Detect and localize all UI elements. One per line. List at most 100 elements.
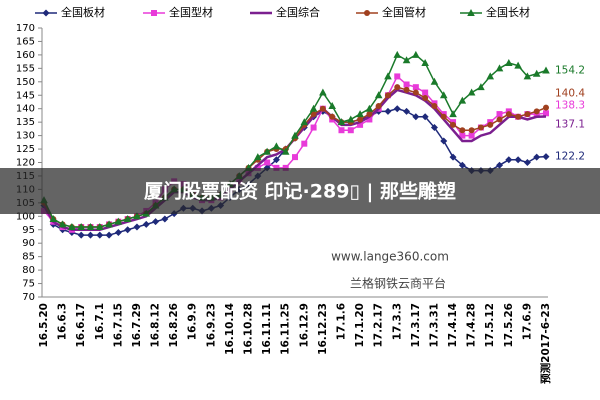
point-marker — [394, 73, 401, 80]
x-tick-label: 16.6.17 — [75, 303, 87, 348]
end-value-label: 140.4 — [555, 88, 585, 100]
watermark: 兰格钢铁云商平台 — [350, 276, 446, 291]
point-marker — [319, 105, 326, 112]
y-tick-label: 125 — [16, 144, 35, 155]
y-tick-label: 165 — [16, 36, 35, 47]
point-marker — [86, 223, 95, 231]
point-marker — [495, 64, 504, 72]
y-tick-label: 80 — [22, 265, 35, 276]
point-marker — [505, 156, 513, 164]
point-marker — [477, 83, 485, 91]
point-marker — [384, 92, 391, 99]
point-marker — [430, 77, 439, 85]
point-marker — [366, 111, 373, 118]
point-marker — [440, 137, 448, 145]
x-tick-label: 17.1.6 — [335, 303, 347, 340]
point-marker — [365, 104, 374, 112]
point-marker — [68, 223, 76, 231]
point-marker — [254, 164, 261, 171]
watermark: www.lange360.com — [331, 250, 449, 264]
x-tick-label: 16.11.25 — [280, 303, 292, 355]
point-marker — [543, 110, 549, 117]
point-marker — [533, 153, 541, 161]
y-tick-label: 150 — [16, 77, 35, 88]
point-marker — [467, 88, 476, 96]
point-marker — [496, 116, 503, 123]
x-tick-label: 预测2017-6-23 — [539, 303, 552, 384]
point-marker — [133, 212, 141, 220]
x-tick-label: 17.4.28 — [466, 303, 478, 348]
point-marker — [346, 115, 355, 123]
point-marker — [366, 116, 373, 123]
point-marker — [309, 104, 318, 112]
point-marker — [152, 218, 160, 226]
point-marker — [337, 118, 346, 126]
point-marker — [505, 111, 512, 118]
y-tick-label: 145 — [16, 90, 35, 101]
point-marker — [384, 72, 392, 80]
point-marker — [49, 214, 58, 222]
point-marker — [468, 127, 475, 134]
banner: 厦门股票配资 印记·289▯ | 那些雕塑 — [144, 180, 456, 203]
banner-background — [0, 168, 600, 214]
point-marker — [486, 72, 495, 80]
legend-marker — [364, 10, 370, 16]
point-marker — [403, 81, 410, 88]
point-marker — [496, 161, 504, 169]
point-marker — [124, 226, 132, 234]
point-marker — [449, 110, 457, 118]
point-marker — [319, 88, 327, 96]
point-marker — [468, 132, 475, 139]
point-marker — [533, 108, 540, 115]
point-marker — [532, 69, 541, 77]
point-marker — [328, 102, 336, 110]
legend-label: 全国板材 — [61, 5, 105, 19]
legend-label: 全国型材 — [169, 5, 213, 19]
x-tick-label: 16.11.11 — [261, 303, 273, 355]
legend-label: 全国综合 — [276, 5, 320, 19]
point-marker — [292, 154, 298, 161]
point-marker — [58, 220, 67, 228]
point-marker — [450, 121, 457, 128]
x-tick-label: 17.3.31 — [428, 303, 440, 348]
point-marker — [514, 156, 522, 164]
point-marker — [458, 96, 467, 104]
x-tick-label: 17.5.12 — [484, 303, 496, 348]
x-tick-label: 17.3.17 — [410, 303, 422, 348]
y-tick-label: 70 — [22, 292, 35, 303]
x-tick-label: 17.5.26 — [503, 303, 515, 348]
point-marker — [96, 231, 104, 239]
x-tick-label: 17.1.20 — [354, 303, 366, 348]
point-marker — [505, 58, 513, 66]
point-marker — [496, 111, 503, 118]
legend-marker — [42, 9, 50, 17]
point-marker — [487, 121, 494, 128]
y-tick-label: 120 — [16, 158, 35, 169]
y-tick-label: 160 — [16, 50, 35, 61]
point-marker — [542, 153, 550, 161]
point-marker — [123, 214, 132, 222]
end-value-label: 154.2 — [555, 65, 585, 77]
point-marker — [133, 223, 141, 231]
y-tick-label: 95 — [22, 225, 35, 236]
point-marker — [291, 131, 299, 139]
point-marker — [477, 124, 484, 131]
legend-marker — [151, 10, 157, 16]
point-marker — [357, 121, 364, 128]
point-marker — [412, 89, 419, 96]
point-marker — [114, 228, 122, 236]
legend-label: 全国管材 — [382, 5, 426, 19]
x-tick-label: 16.7.15 — [112, 303, 124, 348]
point-marker — [514, 61, 522, 69]
legend-label: 全国长材 — [486, 5, 530, 19]
point-marker — [77, 231, 85, 239]
end-value-label: 137.1 — [555, 119, 585, 131]
end-value-label: 138.3 — [555, 99, 585, 111]
y-tick-label: 135 — [16, 117, 35, 128]
point-marker — [375, 103, 382, 110]
point-marker — [421, 113, 429, 121]
point-marker — [282, 164, 289, 171]
x-tick-label: 16.5.20 — [38, 303, 50, 348]
point-marker — [384, 107, 392, 115]
x-tick-label: 17.2.17 — [373, 303, 385, 348]
